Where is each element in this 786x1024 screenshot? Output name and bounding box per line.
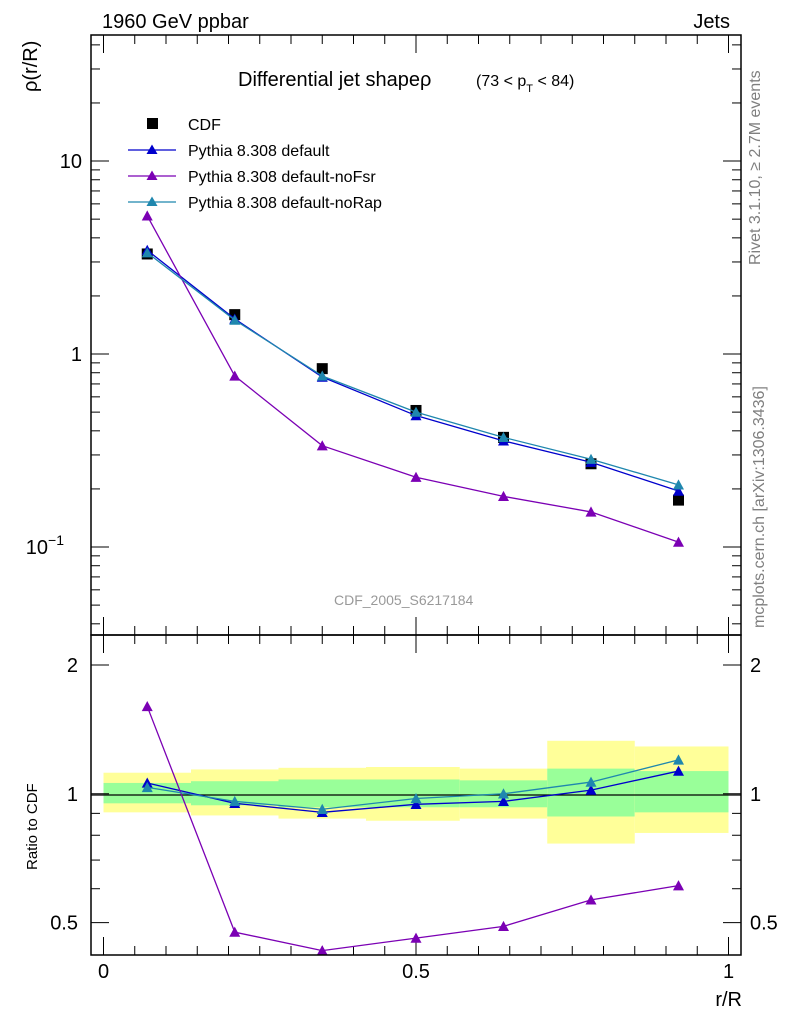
ratio-point-nofsr xyxy=(141,700,153,712)
main-y-tick-exponent: −1 xyxy=(48,532,64,548)
main-point-nofsr xyxy=(673,536,684,547)
main-line-norap xyxy=(146,252,679,486)
main-line-nofsr xyxy=(146,215,679,543)
x-tick-label: 0.5 xyxy=(402,961,430,983)
ratio-band-inner xyxy=(278,779,366,808)
ratio-point-nofsr xyxy=(316,945,328,956)
ratio-point-nofsr xyxy=(673,880,684,891)
ratio-point-norap xyxy=(498,788,509,799)
x-tick-label: 1 xyxy=(723,961,734,983)
main-point-norap xyxy=(229,314,241,325)
analysis-watermark: CDF_2005_S6217184 xyxy=(334,592,474,608)
main-y-tick-labels: 10 1 10−1 xyxy=(26,151,82,559)
main-point-nofsr xyxy=(585,506,597,517)
ratio-y-tick-label-left: 2 xyxy=(67,655,78,677)
mcplots-label: mcplots.cern.ch [arXiv:1306.3436] xyxy=(751,386,768,628)
legend-marker-default xyxy=(146,144,158,154)
main-series-group xyxy=(141,210,684,547)
ratio-point-default xyxy=(498,795,509,807)
main-y-tick-label: 1 xyxy=(71,344,82,366)
ratio-point-default xyxy=(673,765,684,776)
ratio-point-default xyxy=(410,798,422,809)
main-panel: 10 1 10−1 CDF_2005_S6217184 Differential j… xyxy=(20,34,742,636)
ratio-point-norap xyxy=(141,781,153,793)
ratio-point-norap xyxy=(229,795,241,807)
cut-lower: (73 < p xyxy=(476,73,526,90)
ratio-band-inner xyxy=(634,771,729,813)
ratio-point-norap xyxy=(673,754,684,765)
main-y-tick-label: 10−1 xyxy=(26,532,64,559)
main-point-cdf xyxy=(316,363,328,375)
main-point-nofsr xyxy=(229,370,241,381)
legend: CDF Pythia 8.308 default Pythia 8.308 de… xyxy=(128,117,382,212)
legend-entry-norap: Pythia 8.308 default-noRap xyxy=(128,195,382,212)
ratio-panel: 2 21 10.5 0.5 0 0.5 1 Ratio to CDF r/R xyxy=(24,634,778,1011)
main-point-default xyxy=(673,485,684,496)
x-tick-labels: 0 0.5 1 xyxy=(98,961,734,983)
main-point-norap xyxy=(141,247,153,258)
main-title-cut: (73 < pT < 84) xyxy=(476,73,574,95)
ratio-uncertainty-bands xyxy=(103,740,729,844)
legend-label-nofsr: Pythia 8.308 default-noFsr xyxy=(188,169,376,186)
main-point-nofsr xyxy=(410,471,422,482)
main-axis-ticks xyxy=(91,35,741,635)
ratio-y-tick-label-right: 2 xyxy=(750,655,761,677)
ratio-y-tick-label-left: 0.5 xyxy=(50,913,78,935)
main-point-norap xyxy=(316,370,328,381)
main-point-cdf xyxy=(673,494,684,506)
ratio-series-group xyxy=(141,700,684,956)
legend-label-default: Pythia 8.308 default xyxy=(188,143,330,160)
cut-subscript: T xyxy=(526,83,533,95)
legend-label-cdf: CDF xyxy=(188,117,221,134)
main-y-tick-label: 10 xyxy=(60,151,82,173)
ratio-y-tick-label-left: 1 xyxy=(67,784,78,806)
main-point-nofsr xyxy=(316,440,328,451)
main-point-norap xyxy=(410,406,422,417)
main-point-nofsr xyxy=(498,490,509,502)
ratio-axis-ticks xyxy=(91,635,741,955)
ratio-point-nofsr xyxy=(229,926,241,937)
ratio-point-default xyxy=(585,784,597,795)
main-line-default xyxy=(146,249,679,492)
ratio-plot-frame xyxy=(90,634,742,956)
ratio-point-nofsr xyxy=(585,894,597,905)
ratio-point-nofsr xyxy=(498,920,509,932)
ratio-point-nofsr xyxy=(410,932,422,943)
ratio-point-norap xyxy=(585,776,597,787)
main-point-norap xyxy=(585,453,597,464)
ratio-point-norap xyxy=(410,792,422,804)
ratio-y-tick-labels: 2 2 1 1 0.5 0.5 xyxy=(50,655,778,935)
ratio-y-tick-label-right: 0.5 xyxy=(750,913,778,935)
main-title: Differential jet shapeρ xyxy=(238,69,431,91)
ratio-y-tick-label-right: 1 xyxy=(750,784,761,806)
ratio-point-norap xyxy=(316,803,328,814)
legend-entry-cdf: CDF xyxy=(147,117,221,134)
ratio-y-axis-label: Ratio to CDF xyxy=(24,783,41,870)
legend-marker-nofsr xyxy=(146,170,158,180)
header-left-label: 1960 GeV ppbar xyxy=(102,11,249,33)
legend-marker-norap xyxy=(146,196,158,206)
rivet-version-label: Rivet 3.1.10, ≥ 2.7M events xyxy=(747,70,764,265)
main-point-nofsr xyxy=(141,210,153,221)
x-axis-label: r/R xyxy=(715,989,742,1011)
main-point-norap xyxy=(498,431,509,443)
legend-label-norap: Pythia 8.308 default-noRap xyxy=(188,195,382,212)
cut-upper: < 84) xyxy=(533,73,574,90)
legend-entry-nofsr: Pythia 8.308 default-noFsr xyxy=(128,169,376,186)
main-y-axis-label: ρ(r/R) xyxy=(20,41,42,92)
main-point-norap xyxy=(673,479,684,490)
legend-marker-cdf xyxy=(147,118,158,129)
x-tick-label: 0 xyxy=(98,961,109,983)
header-right-label: Jets xyxy=(693,11,730,33)
legend-entry-default: Pythia 8.308 default xyxy=(128,143,330,160)
